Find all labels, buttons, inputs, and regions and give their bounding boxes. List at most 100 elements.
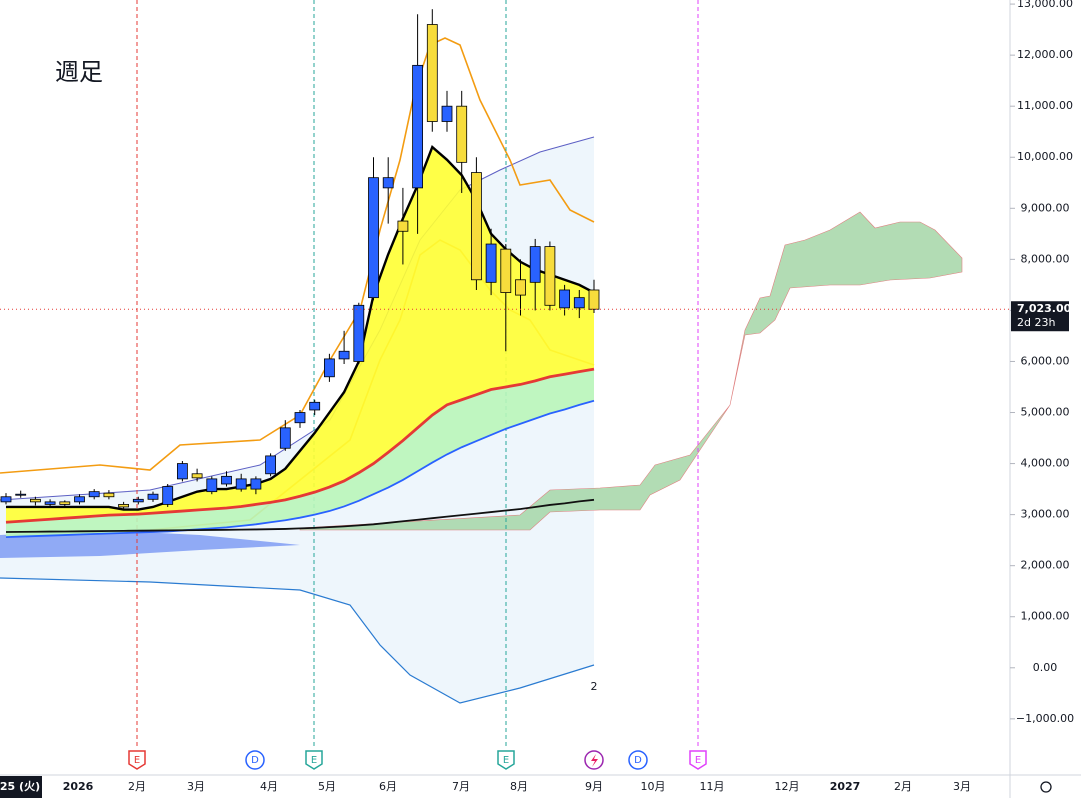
candle-body: [441, 105, 453, 122]
y-tick-label: −1,000.00: [1016, 712, 1074, 725]
candle-body: [0, 496, 12, 503]
candle-body: [397, 220, 409, 232]
candle-body: [176, 463, 188, 480]
cloud-left: [0, 530, 300, 558]
x-tick-label: 2月: [128, 780, 146, 793]
candle-body: [294, 412, 306, 424]
candle-body: [515, 279, 526, 296]
y-tick-label: 4,000.00: [1021, 457, 1070, 470]
candle-body: [382, 177, 394, 189]
pane-label: 2: [591, 680, 598, 693]
price-tag: [1011, 301, 1069, 332]
x-tick-label: 3月: [953, 780, 971, 793]
candle-body: [74, 496, 85, 503]
candle-body: [250, 478, 262, 490]
settings-icon[interactable]: [1040, 781, 1052, 793]
y-tick-label: 8,000.00: [1021, 252, 1070, 265]
event-label: E: [134, 755, 140, 766]
candle-body: [29, 498, 41, 503]
candle-body: [206, 478, 218, 493]
chart-title: 週足: [55, 58, 103, 86]
candle-body: [573, 297, 585, 309]
ma-line: [5, 367, 595, 524]
y-tick-label: 11,000.00: [1017, 99, 1073, 112]
candle-body: [279, 427, 291, 449]
x-tick-label: 5月: [318, 780, 336, 793]
candle-body: [132, 498, 144, 503]
x-tick-label: 6月: [379, 780, 397, 793]
y-tick-label: 12,000.00: [1017, 48, 1073, 61]
x-tick-label: 2027: [830, 780, 861, 793]
event-label: E: [695, 755, 701, 766]
ma-line: [5, 498, 595, 533]
candle-body: [544, 246, 556, 306]
candle-body: [470, 172, 482, 281]
event-badge: [305, 750, 323, 770]
candle-body: [500, 248, 512, 293]
candle-body: [338, 350, 350, 360]
event-label: D: [251, 755, 259, 766]
candle-body: [485, 243, 497, 283]
y-tick-label: 1,000.00: [1021, 610, 1070, 623]
candle-body: [235, 478, 247, 490]
candle-body: [559, 289, 570, 309]
cloud: [299, 211, 963, 531]
candle-body: [353, 304, 365, 362]
y-tick-label: 0.00: [1033, 661, 1058, 674]
candle-body: [309, 401, 321, 411]
y-tick-label: 3,000.00: [1021, 508, 1070, 521]
y-tick-label: 5,000.00: [1021, 406, 1070, 419]
band-lower: [0, 577, 595, 704]
x-tick-label: 11月: [700, 780, 725, 793]
y-tick-label: 2,000.00: [1021, 559, 1070, 572]
y-tick-label: 10,000.00: [1017, 150, 1073, 163]
event-badge: [245, 750, 265, 770]
x-tick-label: 2026: [63, 780, 94, 793]
event-label: D: [634, 755, 642, 766]
event-badge: [689, 750, 707, 770]
event-badge: [497, 750, 515, 770]
split-icon-bolt: [591, 754, 598, 767]
x-tick-label: 3月: [187, 780, 205, 793]
candle-body: [118, 504, 129, 508]
line-fill: [6, 369, 594, 538]
candle-body: [221, 475, 232, 485]
countdown: 2d 23h: [1017, 316, 1055, 329]
x-tick-label: 7月: [452, 780, 470, 793]
candle-body: [88, 491, 100, 498]
candle-body: [59, 501, 71, 505]
envelope-upper: [0, 37, 595, 474]
candle-body: [265, 455, 277, 475]
x-tick-label: 10月: [641, 780, 666, 793]
price-label: 7,023.00: [1017, 302, 1072, 315]
candle-body: [368, 177, 379, 299]
candle-body: [103, 492, 115, 498]
y-tick-label: 13,000.00: [1017, 0, 1073, 10]
candle-body: [426, 24, 438, 122]
event-badge: [128, 750, 146, 770]
candle-body: [323, 358, 335, 378]
candle-body: [162, 486, 174, 505]
date-tag: [0, 776, 42, 798]
y-tick-label: 6,000.00: [1021, 354, 1070, 367]
candle-body: [44, 501, 56, 505]
event-label: E: [503, 755, 509, 766]
candle-body: [412, 64, 424, 189]
x-tick-label: 4月: [260, 780, 278, 793]
candle-body: [588, 289, 600, 310]
plot: [0, 9, 600, 538]
x-tick-label: 12月: [775, 780, 800, 793]
x-tick-label: 9月: [585, 780, 603, 793]
candle-body: [456, 105, 468, 163]
candle-body: [529, 246, 541, 283]
ma-line: [6, 145, 595, 511]
x-tick-label: 25 (火): [0, 780, 40, 793]
candle-body: [15, 493, 27, 496]
line-fill: [6, 147, 594, 523]
x-tick-label: 8月: [510, 780, 528, 793]
event-badge: [628, 750, 648, 770]
y-tick-label: 9,000.00: [1021, 201, 1070, 214]
x-tick-label: 2月: [894, 780, 912, 793]
